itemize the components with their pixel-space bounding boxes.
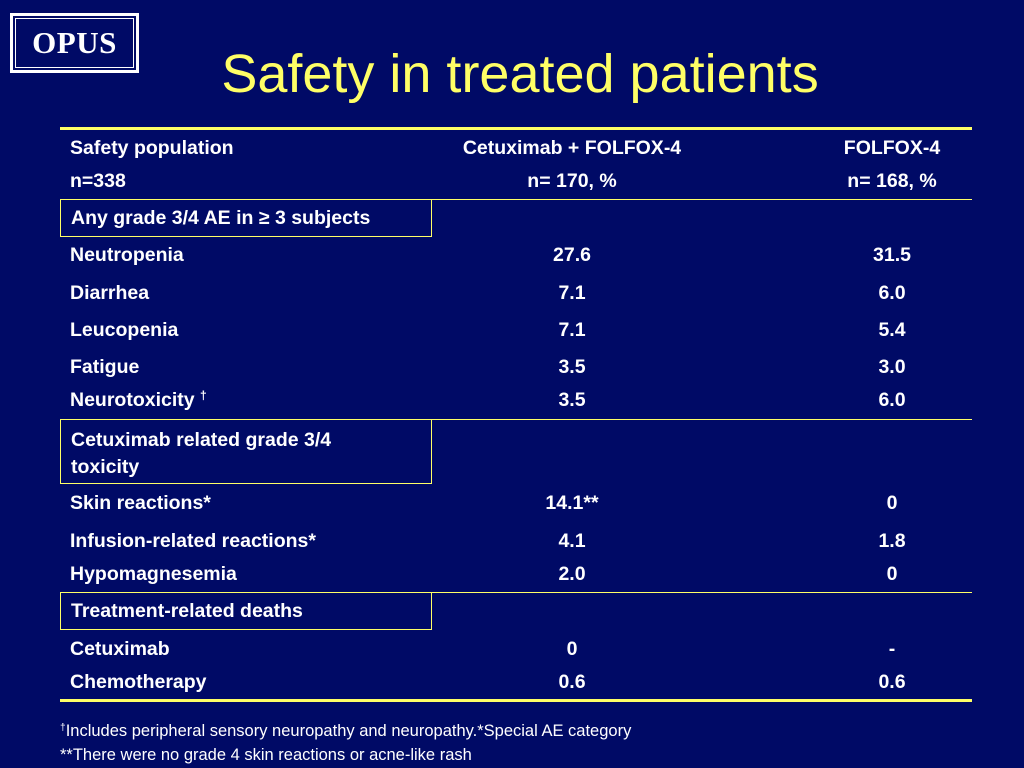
row-label: Infusion-related reactions* xyxy=(70,530,316,552)
row-folfox-value: 3.0 xyxy=(878,356,906,378)
row-folfox-value: 6.0 xyxy=(878,282,906,304)
footnote-2: **There were no grade 4 skin reactions o… xyxy=(60,746,472,764)
row-cetuximab-value: 3.5 xyxy=(558,389,586,411)
row-folfox-value: 0 xyxy=(886,563,898,585)
row-cetuximab-value: 0 xyxy=(566,638,578,660)
logo-text: OPUS xyxy=(32,25,117,60)
row-label: Neurotoxicity † xyxy=(70,389,207,412)
row-label: Skin reactions* xyxy=(70,492,211,514)
row-label: Hypomagnesemia xyxy=(70,563,237,585)
section3-label: Treatment-related deaths xyxy=(71,600,303,622)
row-cetuximab-value: 7.1 xyxy=(558,319,586,341)
section3-label-box: Treatment-related deaths xyxy=(60,593,432,630)
row-folfox-value: 31.5 xyxy=(873,244,911,266)
row-cetuximab-value: 14.1** xyxy=(545,492,599,514)
row-label: Chemotherapy xyxy=(70,671,207,693)
header-col1-line2: n=338 xyxy=(70,170,126,192)
row-label: Neutropenia xyxy=(70,244,184,266)
row-cetuximab-value: 0.6 xyxy=(558,671,586,693)
row-folfox-value: 1.8 xyxy=(878,530,906,552)
row-folfox-value: 0 xyxy=(886,492,898,514)
row-folfox-value: 6.0 xyxy=(878,389,906,411)
slide-title: Safety in treated patients xyxy=(221,44,819,104)
section3-rule xyxy=(60,592,972,593)
opus-logo: OPUS xyxy=(10,13,139,73)
row-folfox-value: 5.4 xyxy=(878,319,906,341)
footnote-1-text: Includes peripheral sensory neuropathy a… xyxy=(65,722,632,740)
row-label: Leucopenia xyxy=(70,319,179,341)
header-col3-line2: n= 168, % xyxy=(847,170,937,192)
section1-label-box: Any grade 3/4 AE in ≥ 3 subjects xyxy=(60,200,432,237)
row-cetuximab-value: 2.0 xyxy=(558,563,586,585)
row-label-text: Neurotoxicity xyxy=(70,389,201,411)
footnote-dagger: † xyxy=(60,722,66,734)
row-label: Fatigue xyxy=(70,356,140,378)
table-bottom-rule xyxy=(60,699,972,702)
header-col2-line1: Cetuximab + FOLFOX-4 xyxy=(462,137,682,159)
row-cetuximab-value: 7.1 xyxy=(558,282,586,304)
row-folfox-value: 0.6 xyxy=(878,671,906,693)
section2-rule xyxy=(60,419,972,420)
header-col2-line2: n= 170, % xyxy=(527,170,617,192)
row-cetuximab-value: 27.6 xyxy=(553,244,591,266)
section2-label-box: Cetuximab related grade 3/4 toxicity xyxy=(60,420,432,484)
row-cetuximab-value: 3.5 xyxy=(558,356,586,378)
row-folfox-value: - xyxy=(888,638,896,660)
section1-label: Any grade 3/4 AE in ≥ 3 subjects xyxy=(71,207,371,229)
dagger-mark: † xyxy=(200,388,207,403)
section2-label-line2: toxicity xyxy=(71,456,140,478)
section1-rule xyxy=(60,199,972,200)
row-label: Diarrhea xyxy=(70,282,150,304)
section2-label-line1: Cetuximab related grade 3/4 xyxy=(71,429,332,451)
header-col1-line1: Safety population xyxy=(70,137,234,159)
footnote-1: †Includes peripheral sensory neuropathy … xyxy=(60,720,631,742)
header-col3-line1: FOLFOX-4 xyxy=(843,137,941,159)
row-cetuximab-value: 4.1 xyxy=(558,530,586,552)
row-label: Cetuximab xyxy=(70,638,170,660)
table-top-rule xyxy=(60,127,972,130)
